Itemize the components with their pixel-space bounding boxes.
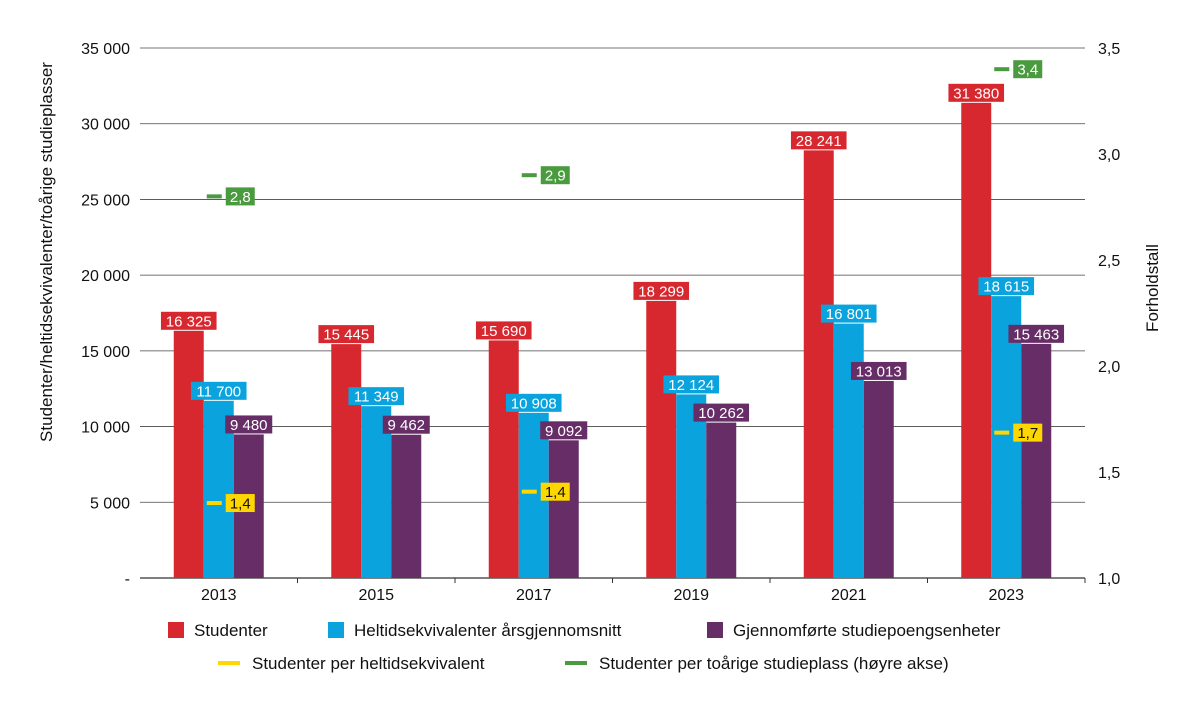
data-label: 16 801: [826, 306, 872, 323]
x-tick-label: 2013: [201, 587, 237, 604]
bar-gjennomforte: [706, 422, 737, 578]
x-tick-label: 2015: [358, 587, 394, 604]
data-label: 28 241: [796, 133, 842, 150]
x-tick-label: 2021: [831, 587, 867, 604]
data-label-box: [348, 387, 405, 406]
y2-tick-label: 3,5: [1098, 41, 1120, 58]
y-tick-label: 5 000: [90, 495, 130, 512]
bar-studenter: [961, 102, 992, 579]
data-label-box: [475, 321, 532, 340]
data-label-box: [190, 381, 247, 400]
y2-tick-label: 2,5: [1098, 253, 1120, 270]
data-label: 10 262: [698, 405, 744, 422]
gridlines: [140, 47, 1085, 579]
bar-studenter: [331, 344, 362, 578]
data-label: 18 299: [638, 283, 684, 300]
data-label: 11 349: [354, 389, 399, 406]
data-label-box: [382, 415, 430, 434]
y2-tick-label: 3,0: [1098, 147, 1120, 164]
legend-swatch: [328, 622, 344, 638]
marker-label-box: [1013, 423, 1043, 442]
marker-label: 2,8: [230, 189, 251, 206]
axes: - 5 000 10 000 15 000 20 000 25 000 30 000 35 0…: [81, 41, 1120, 604]
bar-gjennomforte: [863, 380, 894, 578]
data-label-box: [790, 131, 847, 150]
bars: [173, 102, 1052, 579]
data-label-box: [225, 415, 273, 434]
bar-gjennomforte: [1021, 343, 1052, 578]
legend-label: Studenter: [194, 621, 268, 640]
data-label: 12 124: [668, 377, 714, 394]
bar-heltidsekvivalenter: [676, 394, 707, 578]
legend-swatch: [168, 622, 184, 638]
data-label: 9 462: [387, 417, 425, 434]
data-label: 9 092: [545, 423, 583, 440]
y-tick-label: -: [125, 571, 130, 588]
marker-label-box: [540, 166, 570, 185]
data-label-box: [978, 277, 1035, 296]
data-labels: 16 325 11 700 9 480 15 445 11 349 9 462 15 690…: [160, 83, 1065, 440]
data-label: 18 615: [983, 279, 1029, 296]
y2-tick-label: 1,0: [1098, 571, 1120, 588]
legend-label: Studenter per toårige studieplass (høyre…: [599, 654, 949, 673]
data-label-box: [540, 421, 588, 440]
y2-tick-label: 1,5: [1098, 465, 1120, 482]
bar-gjennomforte: [548, 440, 579, 578]
data-label: 15 445: [323, 327, 369, 344]
bar-studenter: [646, 300, 677, 578]
data-label: 13 013: [856, 363, 902, 380]
data-label-box: [820, 304, 877, 323]
bar-studenter: [488, 340, 519, 578]
marker-label-box: [1013, 60, 1043, 79]
marker-label: 1,4: [230, 496, 251, 513]
legend-label: Studenter per heltidsekvivalent: [252, 654, 485, 673]
data-label-box: [850, 361, 907, 380]
data-label-box: [318, 325, 375, 344]
data-label: 15 463: [1013, 326, 1059, 343]
y-tick-label: 10 000: [81, 420, 130, 437]
bar-studenter: [173, 330, 204, 578]
data-label: 16 325: [166, 313, 212, 330]
marker-label: 2,9: [545, 168, 566, 185]
data-label-box: [693, 403, 750, 422]
bar-studenter: [803, 150, 834, 578]
y-tick-label: 20 000: [81, 268, 130, 285]
bar-heltidsekvivalenter: [833, 323, 864, 578]
x-tick-label: 2019: [673, 587, 709, 604]
y-tick-label: 35 000: [81, 41, 130, 58]
data-label: 9 480: [230, 417, 268, 434]
data-label-box: [505, 393, 562, 412]
marker-label: 1,4: [545, 484, 566, 501]
data-label-box: [663, 375, 720, 394]
data-label-box: [633, 281, 690, 300]
data-label-box: [948, 83, 1005, 102]
marker-label: 3,4: [1017, 62, 1038, 79]
data-label: 31 380: [953, 85, 999, 102]
x-tick-label: 2023: [988, 587, 1024, 604]
y-tick-label: 25 000: [81, 192, 130, 209]
marker-label-box: [225, 187, 255, 206]
data-label-box: [1008, 324, 1065, 343]
legend: Studenter Heltidsekvivalenter årsgjennoms…: [168, 621, 1001, 673]
data-label: 15 690: [481, 323, 527, 340]
y2-axis-title: Forholdstall: [1143, 244, 1162, 332]
legend-label: Heltidsekvivalenter årsgjennomsnitt: [354, 621, 622, 640]
legend-label: Gjennomførte studiepoengsenheter: [733, 621, 1001, 640]
y2-tick-label: 2,0: [1098, 359, 1120, 376]
bar-heltidsekvivalenter: [361, 406, 392, 578]
x-tick-label: 2017: [516, 587, 552, 604]
data-label: 10 908: [511, 395, 557, 412]
y-tick-label: 30 000: [81, 117, 130, 134]
y-tick-label: 15 000: [81, 344, 130, 361]
data-label: 11 700: [196, 383, 241, 400]
marker-label: 1,7: [1017, 425, 1038, 442]
y-axis-title: Studenter/heltidsekvivalenter/toårige st…: [37, 62, 56, 442]
marker-label-box: [225, 494, 255, 513]
legend-swatch: [707, 622, 723, 638]
bar-gjennomforte: [391, 434, 422, 578]
marker-label-box: [540, 482, 570, 501]
ratio-markers: 1,4 1,4 1,7 2,8 2,9 3,4: [206, 60, 1043, 513]
data-label-box: [160, 311, 217, 330]
